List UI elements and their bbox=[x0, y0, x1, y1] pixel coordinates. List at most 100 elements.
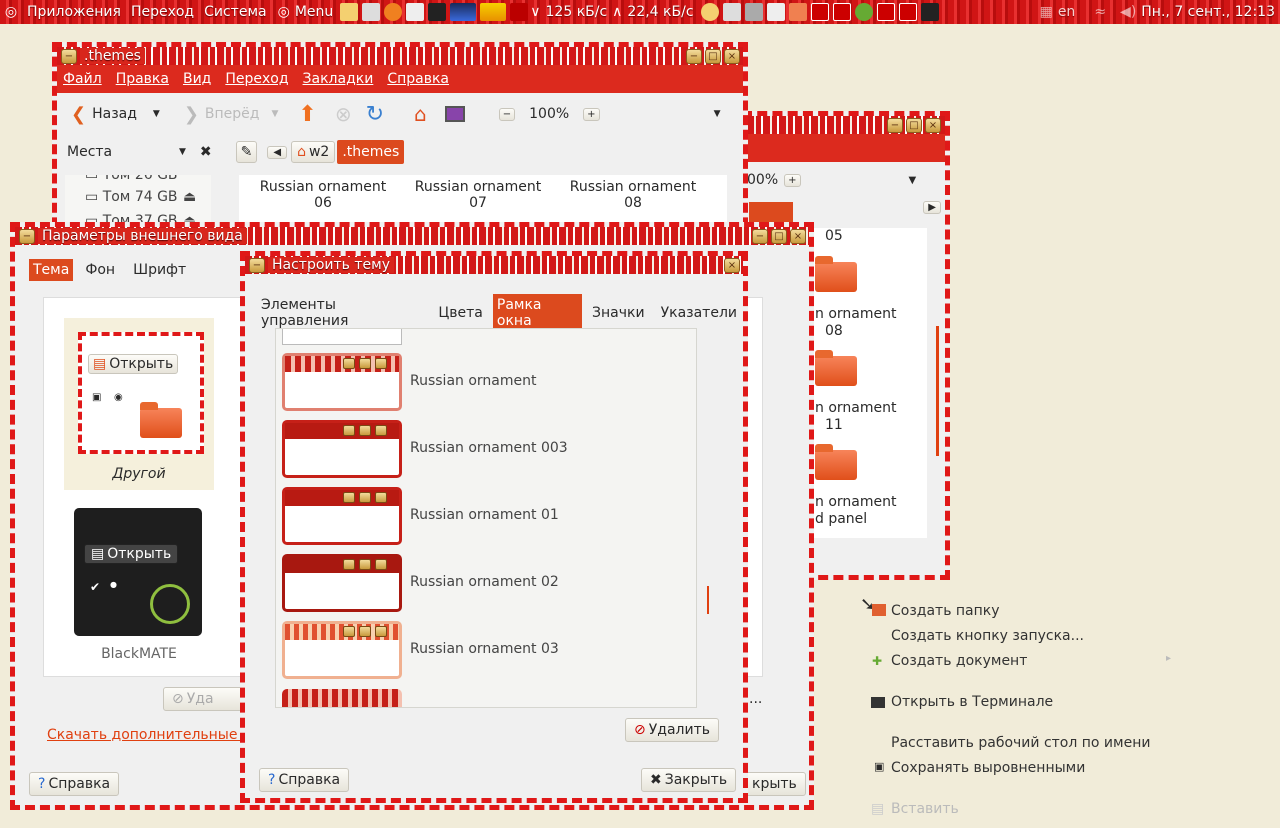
menu-go[interactable]: Переход bbox=[225, 71, 289, 87]
tool-icon[interactable] bbox=[744, 3, 763, 21]
scrollbar[interactable] bbox=[936, 326, 939, 456]
window-icon[interactable] bbox=[810, 3, 829, 21]
menu-item-paste[interactable]: Вставить bbox=[891, 801, 959, 817]
download-icon[interactable] bbox=[362, 3, 381, 21]
menu-item-create-folder[interactable]: Создать папку bbox=[891, 603, 1000, 619]
menu-item-open-terminal[interactable]: Открыть в Терминале bbox=[891, 694, 1054, 710]
minimize-button[interactable]: − bbox=[752, 228, 768, 244]
list-item[interactable]: Russian ornament bbox=[282, 353, 682, 413]
zoom-in-button[interactable]: + bbox=[583, 107, 600, 121]
forward-button[interactable]: Вперёд bbox=[204, 106, 260, 122]
path-back-button[interactable]: ◀ bbox=[267, 145, 288, 159]
file-label[interactable]: 08 bbox=[825, 323, 843, 339]
menu-bookmarks[interactable]: Закладки bbox=[302, 71, 374, 87]
back-dropdown-icon[interactable]: ▼ bbox=[152, 109, 160, 119]
menu-item-create-document[interactable]: Создать документ bbox=[891, 653, 1028, 669]
up-arrow-icon[interactable]: ⬆ bbox=[298, 101, 317, 127]
folder-icon[interactable] bbox=[788, 3, 807, 21]
reload-icon[interactable]: ↻ bbox=[365, 101, 385, 127]
tab-window-border[interactable]: Рамка окна bbox=[492, 294, 583, 332]
toolbar-dropdown-icon[interactable]: ▼ bbox=[908, 174, 917, 186]
path-forward-button[interactable]: ▶ bbox=[923, 201, 941, 214]
list-item[interactable]: Russian ornament 003 bbox=[282, 420, 682, 480]
tab-controls[interactable]: Элементы управления bbox=[261, 297, 349, 329]
forward-arrow-icon[interactable]: ❯ bbox=[183, 103, 199, 125]
folder-icon[interactable] bbox=[815, 256, 857, 292]
file-label[interactable]: n ornament bbox=[815, 494, 897, 510]
places-dropdown-icon[interactable]: ▼ bbox=[179, 147, 186, 157]
close-button[interactable]: × bbox=[724, 257, 740, 273]
search-icon[interactable] bbox=[700, 3, 719, 21]
keyboard-icon[interactable]: ▦ bbox=[1039, 4, 1053, 20]
window-icon-3[interactable] bbox=[876, 3, 895, 21]
places-menu[interactable]: Переход bbox=[130, 4, 195, 20]
window-menu-button[interactable]: − bbox=[19, 228, 35, 244]
file-item[interactable]: Russian ornament 08 bbox=[549, 179, 717, 211]
computer-icon[interactable] bbox=[444, 106, 465, 122]
terminal-icon[interactable] bbox=[428, 3, 447, 21]
close-button[interactable]: ✖ Закрыть bbox=[641, 768, 737, 792]
back-arrow-icon[interactable]: ❮ bbox=[71, 103, 87, 125]
keyboard-layout[interactable]: en bbox=[1057, 4, 1076, 20]
volume-icon[interactable]: ◀) bbox=[1120, 4, 1137, 20]
mate-menu[interactable]: Menu bbox=[294, 4, 334, 20]
file-label[interactable]: n ornament bbox=[815, 400, 897, 416]
tab-icons[interactable]: Значки bbox=[592, 305, 645, 321]
window-icon-2[interactable] bbox=[832, 3, 851, 21]
folder-icon[interactable] bbox=[815, 444, 857, 480]
theme-card-selected[interactable]: ▤ Открыть ▣ ◉ Другой bbox=[64, 318, 214, 490]
zoom-in-button[interactable]: + bbox=[784, 173, 801, 187]
sidebar-item-volume[interactable]: ▭ Том 26 GB bbox=[85, 175, 178, 183]
close-button[interactable]: × bbox=[724, 48, 740, 64]
window-menu-button[interactable]: − bbox=[61, 48, 77, 64]
minimize-button[interactable]: − bbox=[887, 117, 903, 133]
tab-fonts[interactable]: Шрифт bbox=[133, 262, 187, 278]
editor-icon[interactable] bbox=[766, 3, 785, 21]
calculator-icon[interactable] bbox=[722, 3, 741, 21]
firefox-icon[interactable] bbox=[384, 3, 403, 21]
window-icon-4[interactable] bbox=[898, 3, 917, 21]
maximize-button[interactable]: □ bbox=[771, 228, 787, 244]
list-scrollbar[interactable] bbox=[707, 586, 709, 614]
system-menu[interactable]: Система bbox=[204, 4, 267, 20]
file-label[interactable]: n ornament bbox=[815, 306, 897, 322]
help-button[interactable]: ? Справка bbox=[259, 768, 350, 792]
tab-pointers[interactable]: Указатели bbox=[660, 305, 737, 321]
list-item[interactable]: Russian ornament 02 bbox=[282, 554, 682, 614]
home-icon[interactable]: ⌂ bbox=[414, 102, 427, 126]
clock[interactable]: Пн., 7 сент., 12:13 bbox=[1141, 4, 1275, 20]
menu-help[interactable]: Справка bbox=[387, 71, 449, 87]
toolbar-dropdown-icon[interactable]: ▼ bbox=[713, 109, 721, 119]
sidebar-item-volume[interactable]: ▭ Том 74 GB bbox=[85, 189, 178, 205]
menu-file[interactable]: Файл bbox=[63, 71, 102, 87]
crumb-current[interactable]: .themes bbox=[337, 140, 405, 164]
list-item[interactable]: Russian ornament 01 bbox=[282, 487, 682, 547]
zoom-out-button[interactable]: − bbox=[498, 107, 516, 121]
folder-icon[interactable] bbox=[815, 350, 857, 386]
close-button[interactable]: × bbox=[790, 228, 806, 244]
minimize-button[interactable]: − bbox=[686, 48, 702, 64]
menu-item-create-launcher[interactable]: Создать кнопку запуска... bbox=[891, 628, 1084, 644]
tab-colors[interactable]: Цвета bbox=[438, 305, 483, 321]
window-menu-button[interactable]: − bbox=[249, 257, 265, 273]
menu-view[interactable]: Вид bbox=[182, 71, 212, 87]
list-item[interactable]: Russian ornament 03 bbox=[282, 621, 682, 681]
maximize-button[interactable]: □ bbox=[906, 117, 922, 133]
places-selector[interactable]: Места bbox=[67, 144, 113, 160]
tab-theme[interactable]: Тема bbox=[29, 259, 74, 281]
file-item[interactable]: Russian ornament 06 bbox=[239, 179, 407, 211]
tab-background[interactable]: Фон bbox=[85, 262, 116, 278]
wifi-icon[interactable]: ≈ bbox=[1094, 4, 1107, 20]
mate-menu-icon[interactable]: ◎ bbox=[277, 4, 290, 20]
close-sidebar-icon[interactable]: ✖ bbox=[199, 144, 212, 160]
delete-button[interactable]: ⊘ Удалить bbox=[625, 718, 719, 742]
applications-menu[interactable]: Приложения bbox=[27, 4, 121, 20]
help-button[interactable]: ? Справка bbox=[29, 772, 120, 796]
forward-dropdown-icon[interactable]: ▼ bbox=[271, 109, 279, 119]
eject-icon[interactable]: ⏏ bbox=[183, 189, 197, 205]
list-item-partial[interactable] bbox=[282, 329, 402, 345]
stop-icon[interactable]: ⊗ bbox=[334, 102, 352, 126]
back-button[interactable]: Назад bbox=[92, 106, 137, 122]
delete-theme-button[interactable]: ⊘ Уда bbox=[163, 687, 253, 711]
screenshot-icon[interactable] bbox=[406, 3, 425, 21]
